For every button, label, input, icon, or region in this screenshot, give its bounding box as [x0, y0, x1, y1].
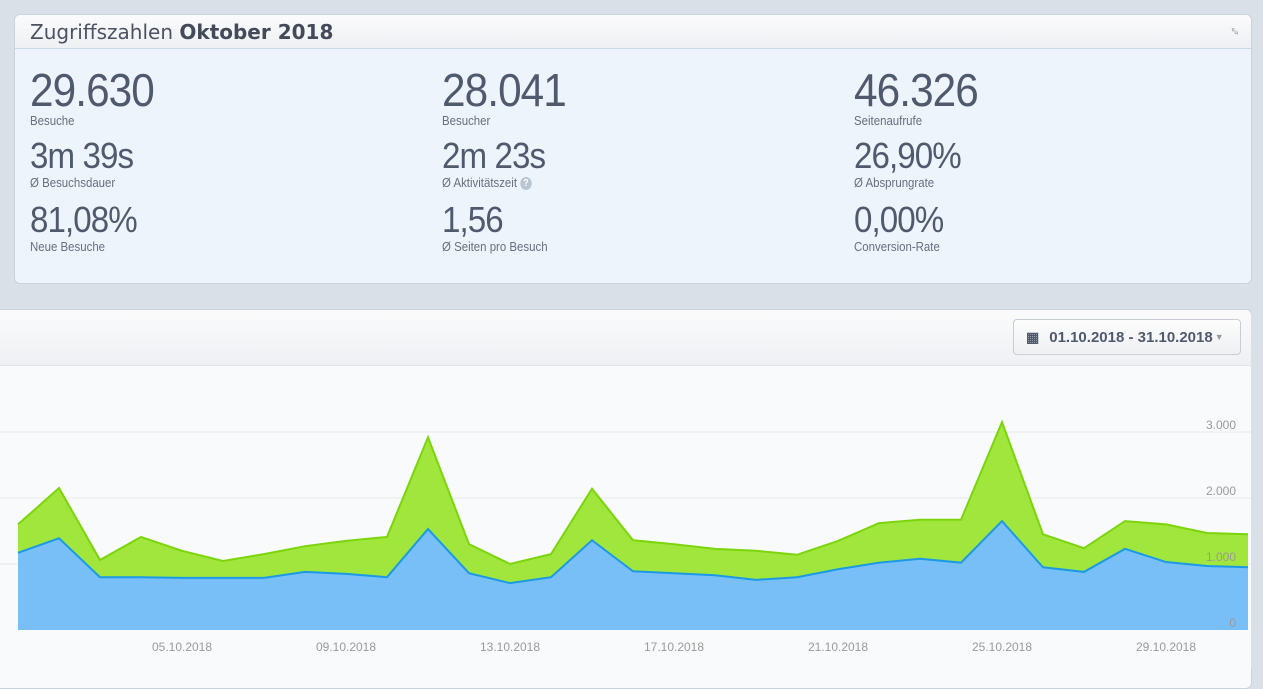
- chart-header: ▦ 01.10.2018 - 31.10.2018 ▼: [0, 310, 1251, 366]
- summary-title-month: Oktober 2018: [179, 20, 334, 44]
- x-tick-label: 29.10.2018: [1136, 640, 1196, 654]
- metric-label: Ø Aktivitätszeit ?: [442, 175, 541, 191]
- summary-panel: Zugriffszahlen Oktober 2018 ⇔ 29.630 Besu…: [14, 14, 1252, 284]
- metric-label: Besucher: [442, 113, 491, 128]
- metric-value: 26,90%: [854, 135, 962, 176]
- metric-besuchsdauer: 3m 39s Ø Besuchsdauer: [30, 135, 142, 191]
- metric-label: Neue Besuche: [30, 239, 106, 254]
- calendar-icon: ▦: [1026, 328, 1040, 345]
- metric-seiten-pro-besuch: 1,56 Ø Seiten pro Besuch: [442, 199, 562, 255]
- x-tick-label: 21.10.2018: [808, 640, 868, 654]
- metric-label: Ø Seiten pro Besuch: [442, 239, 548, 254]
- metric-besucher: 28.041 Besucher: [442, 67, 577, 128]
- visits-chart: 0 1.000 2.000 3.000 05.10.2018 09.10.2018 13.1…: [0, 300, 1263, 669]
- summary-header: Zugriffszahlen Oktober 2018: [15, 15, 1251, 49]
- metric-label: Besuche: [30, 113, 75, 128]
- area-besuche: [18, 521, 1248, 630]
- metric-label-text: Ø Aktivitätszeit: [442, 175, 518, 190]
- metric-value: 46.326: [854, 64, 979, 116]
- metric-value: 0,00%: [854, 199, 944, 240]
- metric-value: 29.630: [30, 64, 155, 116]
- x-tick-label: 09.10.2018: [316, 640, 376, 654]
- line-besuche: [17, 519, 1249, 585]
- metric-value: 81,08%: [30, 199, 138, 240]
- help-icon[interactable]: ?: [520, 177, 532, 191]
- date-range-picker[interactable]: ▦ 01.10.2018 - 31.10.2018 ▼: [1013, 319, 1241, 355]
- y-tick-label: 1.000: [1206, 550, 1236, 564]
- date-range-label: 01.10.2018 - 31.10.2018: [1049, 328, 1213, 346]
- metric-seitenaufrufe: 46.326 Seitenaufrufe: [854, 67, 989, 128]
- caret-down-icon: ▼: [1214, 332, 1224, 342]
- metric-aktivitaetszeit: 2m 23s Ø Aktivitätszeit ?: [442, 135, 554, 191]
- metric-value: 3m 39s: [30, 135, 134, 176]
- metric-label: Conversion-Rate: [854, 239, 940, 254]
- summary-title: Zugriffszahlen: [30, 20, 174, 44]
- line-seitenaufrufe: [17, 419, 1249, 566]
- x-tick-label: 13.10.2018: [480, 640, 540, 654]
- metric-value: 1,56: [442, 199, 504, 240]
- page-gutter: [1251, 300, 1263, 669]
- metric-besuche: 29.630 Besuche: [30, 67, 165, 128]
- y-tick-label: 3.000: [1206, 418, 1236, 432]
- metric-absprungrate: 26,90% Ø Absprungrate: [854, 135, 970, 191]
- x-tick-label: 17.10.2018: [644, 640, 704, 654]
- metric-label: Seitenaufrufe: [854, 113, 923, 128]
- metric-neue-besuche: 81,08% Neue Besuche: [30, 199, 146, 255]
- metric-value: 28.041: [442, 64, 567, 116]
- metric-label: Ø Besuchsdauer: [30, 175, 116, 190]
- metric-value: 2m 23s: [442, 135, 546, 176]
- y-tick-label: 0: [1229, 616, 1236, 630]
- metric-conversion-rate: 0,00% Conversion-Rate: [854, 199, 952, 255]
- x-tick-label: 05.10.2018: [152, 640, 212, 654]
- y-tick-label: 2.000: [1206, 484, 1236, 498]
- metric-label: Ø Absprungrate: [854, 175, 935, 190]
- x-tick-label: 25.10.2018: [972, 640, 1032, 654]
